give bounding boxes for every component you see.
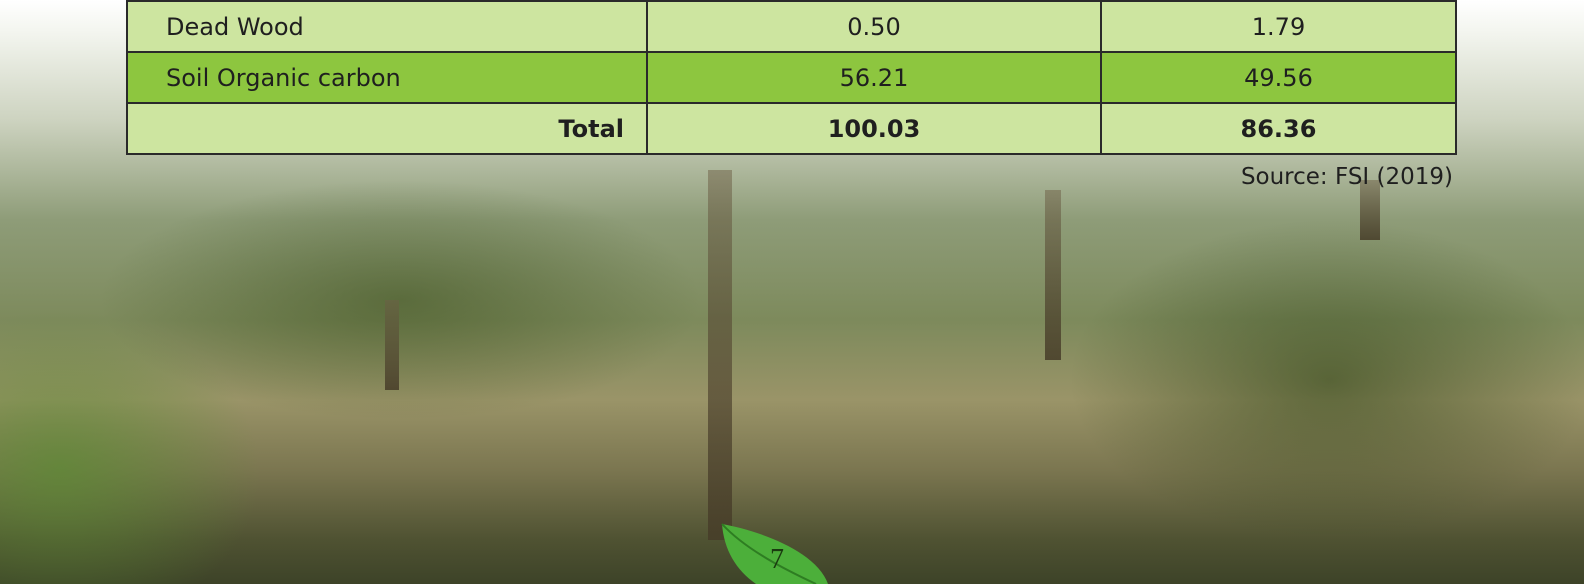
tree-trunk	[1045, 190, 1061, 360]
carbon-table: Dead Wood 0.50 1.79 Soil Organic carbon …	[126, 0, 1457, 155]
cell: 56.21	[647, 52, 1101, 103]
cell: 86.36	[1101, 103, 1456, 154]
cell: 100.03	[647, 103, 1101, 154]
table-row: Soil Organic carbon 56.21 49.56	[127, 52, 1456, 103]
cell: 1.79	[1101, 1, 1456, 52]
page-number: 7	[770, 544, 784, 576]
cell: 0.50	[647, 1, 1101, 52]
tree-trunk	[385, 300, 399, 390]
cell: Soil Organic carbon	[127, 52, 647, 103]
table-row: Dead Wood 0.50 1.79	[127, 1, 1456, 52]
page: Dead Wood 0.50 1.79 Soil Organic carbon …	[0, 0, 1584, 584]
cell: Dead Wood	[127, 1, 647, 52]
table-row: Total 100.03 86.36	[127, 103, 1456, 154]
tree-trunk	[708, 170, 732, 540]
cell: 49.56	[1101, 52, 1456, 103]
source-note: Source: FSI (2019)	[1241, 164, 1453, 190]
cell: Total	[127, 103, 647, 154]
